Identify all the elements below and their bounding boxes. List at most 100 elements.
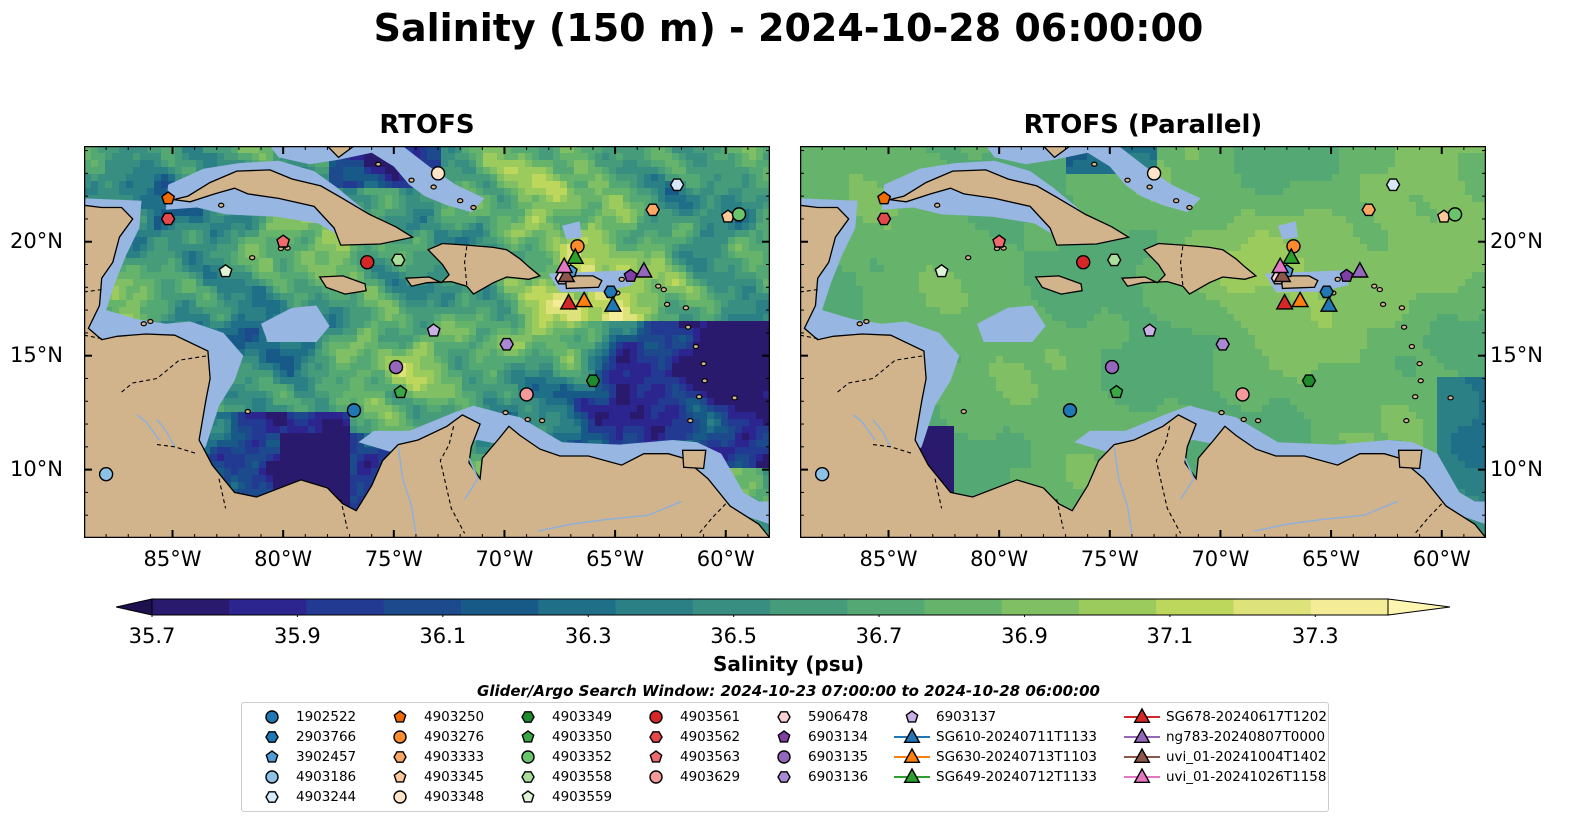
small-island-12 — [731, 395, 738, 401]
marker-6903136 — [499, 337, 515, 351]
legend-label: 2903766 — [296, 729, 357, 745]
small-island-8 — [700, 361, 707, 367]
legend-item: uvi_01-20241026T1158 — [1122, 767, 1326, 787]
legend-label: 4903345 — [424, 769, 485, 785]
legend-item: 4903348 — [380, 787, 484, 807]
marker-4903562 — [876, 212, 892, 226]
small-island-25 — [244, 408, 251, 415]
legend-item: 4903563 — [636, 747, 740, 767]
marker-4903250 — [877, 191, 892, 205]
colorbar-segment — [229, 599, 307, 615]
river-2 — [537, 500, 682, 532]
legend-label: ng783-20240807T0000 — [1166, 729, 1326, 745]
colorbar-segment — [306, 599, 385, 615]
small-island-24 — [217, 202, 225, 208]
small-island-20 — [456, 198, 464, 204]
legend-item: 4903558 — [508, 767, 612, 787]
legend-label: 3902457 — [296, 749, 357, 765]
legend-label: 4903333 — [424, 749, 485, 765]
figure-title: Salinity (150 m) - 2024-10-28 06:00:00 — [373, 6, 1204, 50]
small-island-11 — [1403, 418, 1410, 424]
small-island-13 — [1218, 410, 1225, 416]
legend-marker-icon — [393, 751, 407, 763]
legend-label: 4903562 — [680, 729, 741, 745]
legend-marker-icon — [265, 710, 279, 724]
legend-marker-icon — [777, 711, 791, 723]
small-island-22 — [1124, 177, 1131, 183]
marker-4903250 — [161, 191, 176, 205]
small-island-21 — [1186, 204, 1193, 211]
small-island-5 — [682, 305, 690, 311]
legend-item: 4903561 — [636, 707, 740, 727]
border-7 — [1180, 246, 1184, 286]
land-bahamas — [1042, 146, 1072, 159]
legend-marker-icon — [393, 730, 407, 744]
lon-tick-label: 85°W — [859, 547, 918, 571]
legend-marker-icon — [265, 791, 279, 803]
legend-label: 6903134 — [808, 729, 869, 745]
shelf-2 — [269, 146, 485, 213]
river-1 — [463, 457, 479, 500]
small-island-4 — [1379, 301, 1387, 307]
marker-4903276 — [1286, 239, 1301, 254]
legend-marker-icon — [894, 747, 930, 764]
river-4 — [136, 414, 160, 441]
shelf-3 — [261, 305, 330, 342]
legend-item: 4903562 — [636, 727, 740, 747]
small-island-20 — [1172, 198, 1180, 204]
land-cuba — [889, 169, 1131, 246]
marker-4903562 — [160, 212, 176, 226]
river-3 — [872, 419, 892, 448]
border-2 — [121, 355, 208, 393]
marker-2903766 — [603, 285, 619, 299]
marker-4903349 — [585, 374, 601, 388]
river-4 — [852, 414, 876, 441]
marker-2903766 — [1319, 285, 1335, 299]
marker-4903350 — [393, 384, 408, 399]
border-1 — [800, 334, 818, 340]
marker-4903352 — [731, 207, 747, 222]
colorbar-segment — [1310, 599, 1389, 615]
legend-label: 6903136 — [808, 769, 869, 785]
river-2 — [1253, 500, 1398, 532]
glider-uvi_01-20241026T1158 — [1271, 256, 1290, 274]
map-rtofs-parallel — [800, 146, 1486, 538]
colorbar-segment — [152, 599, 230, 615]
glider-uvi_01-20241004T1402 — [1273, 265, 1292, 283]
legend-marker-icon — [649, 731, 663, 743]
map-ticks — [800, 146, 1486, 538]
lon-tick-label: 65°W — [586, 547, 645, 571]
river-1 — [1179, 457, 1195, 500]
legend-item: 4903629 — [636, 767, 740, 787]
small-island-9 — [1417, 378, 1424, 384]
lon-tick-label: 85°W — [143, 547, 202, 571]
legend-marker-icon — [265, 731, 279, 743]
colorbar-segment — [924, 599, 1003, 615]
colorbar-segment — [615, 599, 694, 615]
glider-SG678-20240617T1202 — [1275, 293, 1294, 310]
legend-label: uvi_01-20241026T1158 — [1166, 769, 1327, 785]
colorbar-extend-max — [1387, 598, 1451, 616]
legend-item: 5906478 — [764, 707, 868, 727]
colorbar-frame — [151, 598, 1389, 616]
marker-6903134 — [623, 268, 638, 282]
lat-tick-label: 15°N — [10, 342, 63, 367]
small-island-0 — [1334, 276, 1341, 282]
legend-item: 6903136 — [764, 767, 868, 787]
river-0 — [1113, 446, 1133, 534]
lon-tick-label: 60°W — [696, 547, 755, 571]
shelf-3 — [977, 305, 1046, 342]
search-window-label: Glider/Argo Search Window: 2024-10-23 07… — [477, 682, 1100, 700]
small-island-7 — [692, 343, 700, 350]
colorbar-segment — [461, 599, 539, 615]
land-trinidad — [681, 449, 707, 470]
legend-marker-icon — [393, 710, 407, 723]
marker-4903186 — [814, 466, 830, 482]
small-island-27 — [863, 318, 870, 325]
colorbar-label: Salinity (psu) — [712, 652, 864, 676]
shelf-6 — [562, 221, 582, 240]
legend-marker-icon — [905, 710, 919, 723]
lon-tick-label: 80°W — [970, 547, 1029, 571]
glider-uvi_01-20241026T1158 — [555, 256, 574, 274]
legend-label: 4903276 — [424, 729, 485, 745]
